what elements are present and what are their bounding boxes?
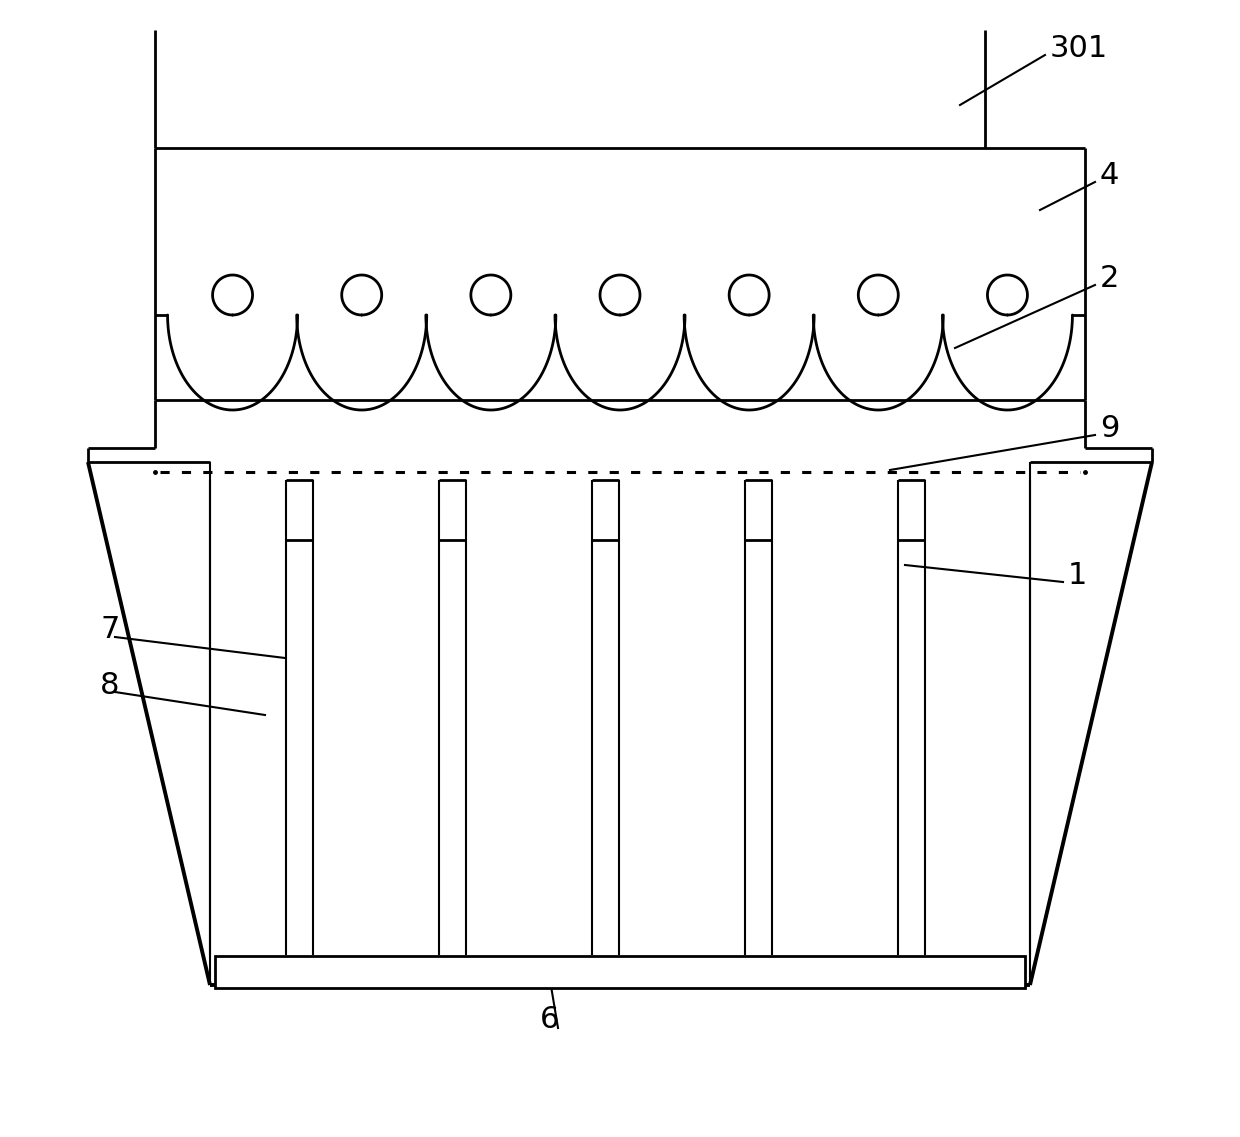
Text: 301: 301 <box>1050 33 1109 63</box>
Bar <box>215 956 1025 988</box>
Text: 9: 9 <box>1100 414 1120 442</box>
Text: 1: 1 <box>1068 561 1087 589</box>
Text: 7: 7 <box>100 615 119 645</box>
Text: 4: 4 <box>1100 160 1120 190</box>
Text: 2: 2 <box>1100 264 1120 292</box>
Text: 6: 6 <box>539 1005 559 1035</box>
Text: 8: 8 <box>100 671 119 699</box>
